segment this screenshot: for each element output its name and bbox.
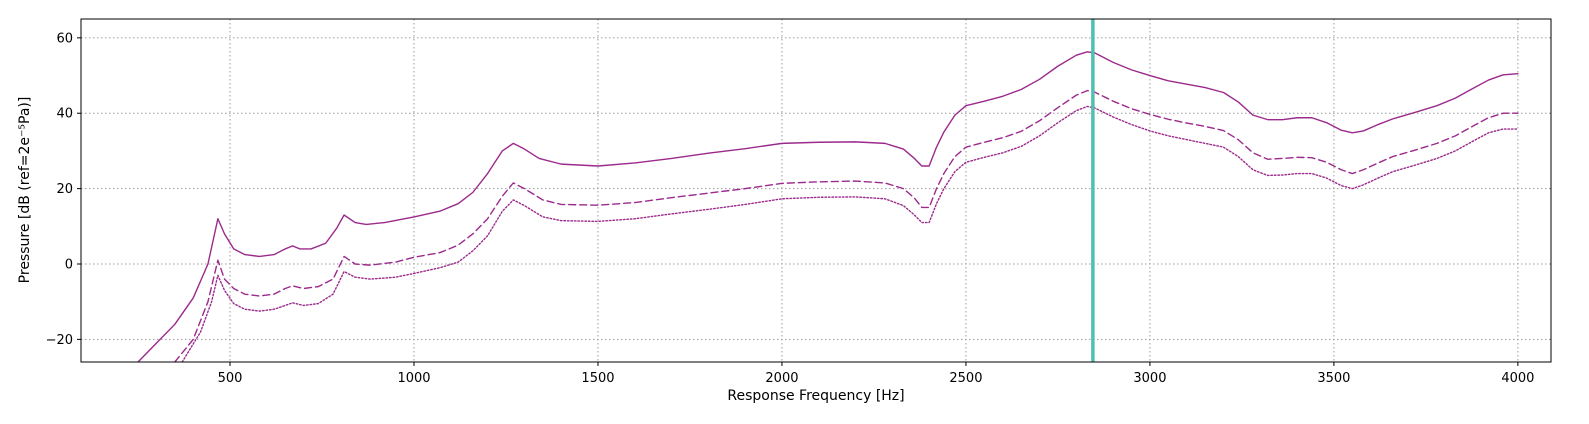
y-tick-label: 20: [56, 182, 73, 197]
series-layer: [137, 51, 1519, 362]
x-tick-label: 500: [218, 371, 243, 386]
x-tick-label: 3500: [1317, 371, 1350, 386]
series-line-dashed: [174, 89, 1519, 362]
x-tick-label: 4000: [1501, 371, 1534, 386]
y-tick-label: 60: [56, 31, 73, 46]
y-axis: −20 0 20 40 60: [46, 31, 81, 348]
x-tick-label: 2500: [949, 371, 982, 386]
grid: [81, 19, 1551, 362]
x-tick-label: 1000: [397, 371, 430, 386]
y-tick-label: 0: [65, 258, 73, 273]
x-tick-label: 1500: [581, 371, 614, 386]
y-tick-label: 40: [56, 107, 73, 122]
x-axis-label: Response Frequency [Hz]: [727, 388, 904, 404]
y-tick-label: −20: [46, 333, 73, 348]
x-axis: 500 1000 1500 2000 2500 3000 3500 4000: [218, 362, 1534, 386]
x-tick-label: 2000: [765, 371, 798, 386]
series-line-dotted: [181, 105, 1519, 362]
plot-frame: [80, 18, 1552, 363]
x-tick-label: 3000: [1133, 371, 1166, 386]
y-axis-label: Pressure [dB (ref=2e⁻⁵Pa)]: [17, 97, 33, 284]
series-line-solid: [137, 51, 1519, 362]
